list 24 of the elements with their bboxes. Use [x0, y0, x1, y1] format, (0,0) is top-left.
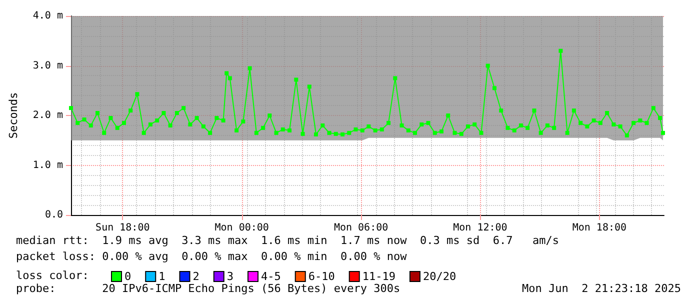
y-tick-label: 3.0 m [32, 60, 63, 72]
text: probe: 20 IPv6-ICMP Echo Pings (56 Bytes) every 300s [16, 282, 400, 295]
legend-label: 2 [192, 270, 200, 283]
legend-label: 3 [226, 270, 234, 283]
y-axis-title: Seconds [7, 92, 20, 139]
legend-label: 6-10 [308, 270, 335, 283]
x-tick-label: Mon 18:00 [572, 222, 627, 234]
text: Mon Jun 2 21:23:18 2025 [522, 282, 681, 295]
text: packet loss: 0.00 % avg 0.00 % max 0.00 % min 0.00 % now [16, 250, 407, 263]
y-tick-label: 0.0 [44, 210, 63, 220]
legend-title: loss color: [16, 269, 89, 282]
text: median rtt: 1.9 ms avg 3.3 ms max 1.6 ms min 1.7 ms now 0.3 ms sd 6.7 am/s [16, 234, 560, 247]
x-tick-label: Mon 00:00 [214, 222, 269, 234]
legend-label: 11-19 [362, 270, 396, 283]
legend-label: 20/20 [422, 270, 456, 283]
x-tick-label: Mon 12:00 [453, 222, 508, 234]
legend-label: 1 [158, 270, 166, 283]
y-tick-label: 1.0 m [32, 160, 63, 171]
legend-label: 4-5 [260, 270, 281, 283]
y-tick-label: 4.0 m [32, 10, 63, 22]
x-tick-label: Sun 18:00 [96, 222, 150, 234]
y-tick-label: 2.0 m [32, 110, 63, 121]
x-tick-label: Mon 06:00 [334, 222, 388, 234]
legend-label: 0 [124, 270, 132, 283]
